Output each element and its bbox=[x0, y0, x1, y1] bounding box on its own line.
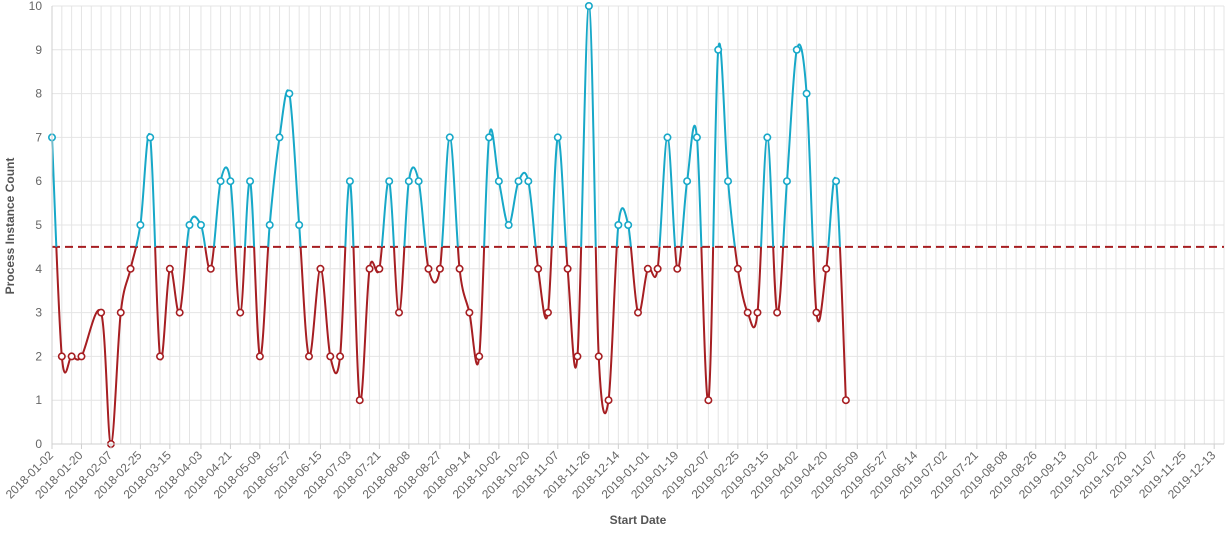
data-point bbox=[553, 133, 562, 142]
data-point bbox=[812, 308, 821, 317]
data-point bbox=[146, 133, 155, 142]
y-tick-label: 10 bbox=[29, 0, 43, 13]
data-point bbox=[573, 352, 582, 361]
data-point bbox=[57, 352, 66, 361]
data-point bbox=[643, 264, 652, 273]
data-point bbox=[206, 264, 215, 273]
data-point bbox=[304, 352, 313, 361]
data-point bbox=[543, 308, 552, 317]
data-point bbox=[385, 177, 394, 186]
data-point bbox=[594, 352, 603, 361]
data-point bbox=[365, 264, 374, 273]
data-point bbox=[175, 308, 184, 317]
data-point bbox=[246, 177, 255, 186]
data-point bbox=[841, 396, 850, 405]
data-point bbox=[156, 352, 165, 361]
data-point bbox=[624, 221, 633, 230]
data-point bbox=[465, 308, 474, 317]
data-point bbox=[673, 264, 682, 273]
data-points bbox=[47, 1, 850, 448]
data-point bbox=[455, 264, 464, 273]
data-point bbox=[355, 396, 364, 405]
y-tick-label: 4 bbox=[35, 262, 42, 276]
data-point bbox=[424, 264, 433, 273]
data-point bbox=[165, 264, 174, 273]
data-point bbox=[116, 308, 125, 317]
data-point bbox=[614, 221, 623, 230]
data-point bbox=[255, 352, 264, 361]
y-tick-label: 2 bbox=[35, 349, 42, 363]
data-point bbox=[743, 308, 752, 317]
data-point bbox=[226, 177, 235, 186]
data-point bbox=[633, 308, 642, 317]
data-point bbox=[475, 352, 484, 361]
data-point bbox=[77, 352, 86, 361]
data-point bbox=[663, 133, 672, 142]
x-axis-title: Start Date bbox=[610, 513, 667, 527]
data-point bbox=[584, 1, 593, 11]
y-axis-title: Process Instance Count bbox=[3, 158, 17, 295]
data-point bbox=[185, 221, 194, 230]
data-point bbox=[773, 308, 782, 317]
data-point bbox=[404, 177, 413, 186]
data-point bbox=[97, 308, 106, 317]
data-point bbox=[494, 177, 503, 186]
data-point bbox=[265, 221, 274, 230]
data-point bbox=[316, 264, 325, 273]
data-point bbox=[136, 221, 145, 230]
data-point bbox=[345, 177, 354, 186]
y-tick-label: 0 bbox=[35, 437, 42, 451]
data-point bbox=[336, 352, 345, 361]
series-line-below-threshold bbox=[55, 246, 847, 446]
data-point bbox=[514, 177, 523, 186]
data-point bbox=[275, 133, 284, 142]
data-point bbox=[414, 177, 423, 186]
data-point bbox=[375, 264, 384, 273]
y-tick-label: 7 bbox=[35, 130, 42, 144]
data-point bbox=[196, 221, 205, 230]
y-tick-label: 6 bbox=[35, 174, 42, 188]
y-tick-label: 5 bbox=[35, 218, 42, 232]
y-tick-label: 9 bbox=[35, 43, 42, 57]
data-point bbox=[704, 396, 713, 405]
data-point bbox=[285, 89, 294, 98]
data-point bbox=[683, 177, 692, 186]
data-point bbox=[504, 221, 513, 230]
data-point bbox=[126, 264, 135, 273]
data-point bbox=[733, 264, 742, 273]
data-point bbox=[782, 177, 791, 186]
data-point bbox=[724, 177, 733, 186]
data-point bbox=[485, 133, 494, 142]
data-point bbox=[67, 352, 76, 361]
data-point bbox=[395, 308, 404, 317]
data-point bbox=[326, 352, 335, 361]
y-tick-label: 8 bbox=[35, 87, 42, 101]
data-point bbox=[692, 133, 701, 142]
y-tick-label: 1 bbox=[35, 393, 42, 407]
data-point bbox=[763, 133, 772, 142]
data-point bbox=[435, 264, 444, 273]
data-point bbox=[714, 45, 723, 54]
data-point bbox=[802, 89, 811, 98]
grid bbox=[51, 5, 1225, 445]
y-tick-label: 3 bbox=[35, 306, 42, 320]
data-point bbox=[236, 308, 245, 317]
data-point bbox=[604, 396, 613, 405]
data-point bbox=[653, 264, 662, 273]
data-point bbox=[753, 308, 762, 317]
data-point bbox=[216, 177, 225, 186]
data-point bbox=[792, 45, 801, 54]
data-point bbox=[563, 264, 572, 273]
data-point bbox=[445, 133, 454, 142]
data-point bbox=[295, 221, 304, 230]
data-point bbox=[832, 177, 841, 186]
data-point bbox=[822, 264, 831, 273]
data-point bbox=[524, 177, 533, 186]
data-point bbox=[534, 264, 543, 273]
